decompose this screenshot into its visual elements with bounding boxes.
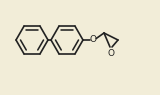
Text: O: O xyxy=(89,36,96,44)
Text: O: O xyxy=(108,49,115,57)
